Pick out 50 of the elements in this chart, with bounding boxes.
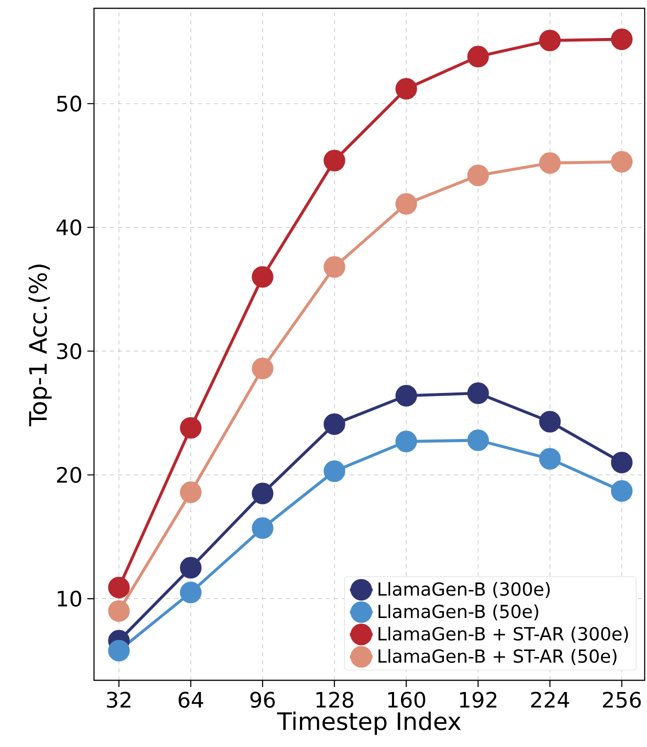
x-tick-label: 256 xyxy=(602,692,641,708)
point xyxy=(539,152,561,174)
y-tick-label: 10 xyxy=(58,590,82,607)
y-tick-label: 30 xyxy=(57,343,82,360)
x-tick-label: 224 xyxy=(531,692,570,708)
point xyxy=(610,480,633,502)
point xyxy=(108,600,130,622)
point xyxy=(252,358,274,380)
legend-label: LlamaGen-B (300e) xyxy=(378,582,550,598)
legend-label: LlamaGen-B + ST-AR (50e) xyxy=(378,648,616,666)
x-axis-title: Timestep Index xyxy=(277,712,461,735)
point xyxy=(539,448,561,470)
x-tick-label: 128 xyxy=(316,692,354,708)
point xyxy=(108,576,130,598)
point xyxy=(395,430,418,452)
x-tick-label: 160 xyxy=(388,692,426,708)
point xyxy=(324,150,346,172)
point xyxy=(180,556,202,579)
y-axis-title: Top-1 Acc.(%) xyxy=(28,264,52,426)
point xyxy=(108,640,130,662)
point xyxy=(324,460,346,482)
y-tick-label: 40 xyxy=(56,219,82,236)
point xyxy=(539,30,561,52)
point xyxy=(180,481,202,504)
point xyxy=(610,452,633,474)
point xyxy=(324,256,346,278)
point xyxy=(395,78,418,100)
point xyxy=(395,384,418,406)
point xyxy=(252,266,274,288)
x-tick-label: 96 xyxy=(250,692,275,708)
y-tick-label: 20 xyxy=(57,466,82,483)
point xyxy=(467,382,489,404)
point xyxy=(324,413,346,435)
point xyxy=(539,410,561,432)
point xyxy=(395,193,418,215)
point xyxy=(252,517,274,539)
legend-label: LlamaGen-B + ST-AR (300e) xyxy=(378,626,628,643)
point xyxy=(610,28,633,50)
point xyxy=(467,46,489,68)
point xyxy=(610,150,633,173)
point xyxy=(180,582,202,604)
legend-label: LlamaGen-B (50e) xyxy=(378,604,538,620)
point xyxy=(252,482,274,504)
y-tick-label: 50 xyxy=(57,96,82,112)
point xyxy=(180,417,202,439)
point xyxy=(467,429,489,452)
point xyxy=(467,164,489,186)
x-tick-label: 64 xyxy=(178,692,204,708)
x-tick-label: 32 xyxy=(106,692,130,708)
x-tick-label: 192 xyxy=(460,692,496,708)
